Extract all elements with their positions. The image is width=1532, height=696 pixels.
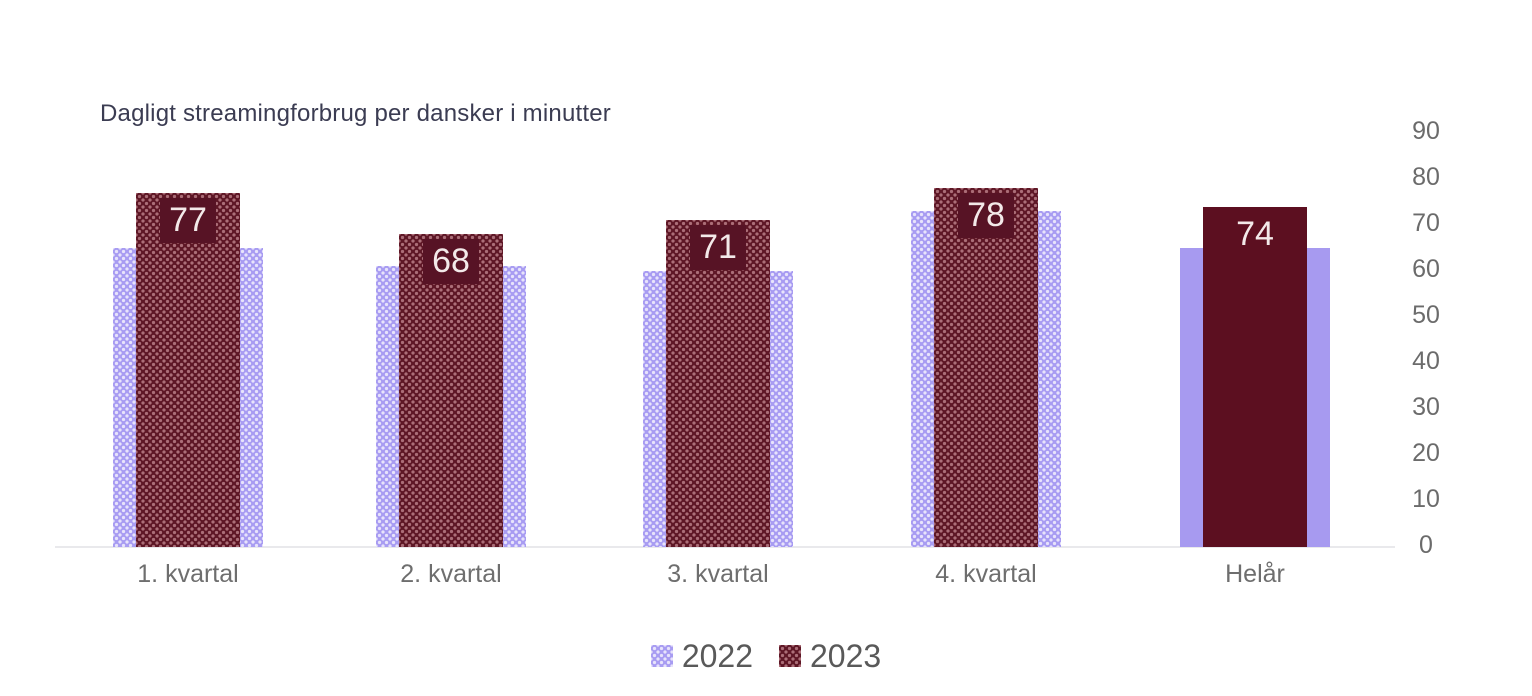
legend-swatch-2022: [650, 645, 673, 667]
legend-swatch-2023: [779, 645, 801, 667]
bar-2023-5: [1203, 207, 1307, 547]
value-label: 68: [423, 239, 479, 284]
y-tick-label: 90: [1412, 117, 1440, 145]
value-label: 77: [160, 198, 216, 243]
legend-item: 2022: [650, 637, 753, 675]
y-tick-label: 70: [1412, 209, 1440, 237]
category-label: 1. kvartal: [137, 560, 239, 588]
y-tick-label: 60: [1412, 255, 1440, 283]
bar-2023-2: [399, 234, 503, 547]
x-axis-line: [55, 546, 1395, 548]
y-tick-label: 80: [1412, 163, 1440, 191]
value-label: 78: [958, 193, 1014, 238]
bar-2023-1: [136, 193, 240, 547]
category-label: 3. kvartal: [667, 560, 769, 588]
legend-label: 2023: [810, 637, 882, 674]
value-label: 74: [1236, 215, 1274, 253]
legend-label: 2022: [681, 637, 753, 674]
legend-item: 2023: [779, 638, 881, 675]
y-tick-label: 30: [1412, 393, 1440, 421]
y-tick-label: 40: [1412, 347, 1440, 375]
chart-legend: 2022 2023: [0, 630, 1532, 682]
category-label: Helår: [1225, 560, 1285, 588]
y-tick-label: 50: [1412, 301, 1440, 329]
y-tick-label: 10: [1412, 485, 1440, 513]
bar-2023-4: [934, 188, 1038, 547]
bar-2023-3: [666, 220, 770, 547]
value-label: 71: [690, 225, 746, 270]
category-label: 2. kvartal: [400, 560, 502, 588]
chart-title: Dagligt streamingforbrug per dansker i m…: [100, 100, 611, 127]
category-label: 4. kvartal: [935, 560, 1037, 588]
y-tick-label: 0: [1419, 531, 1433, 559]
y-tick-label: 20: [1412, 439, 1440, 467]
